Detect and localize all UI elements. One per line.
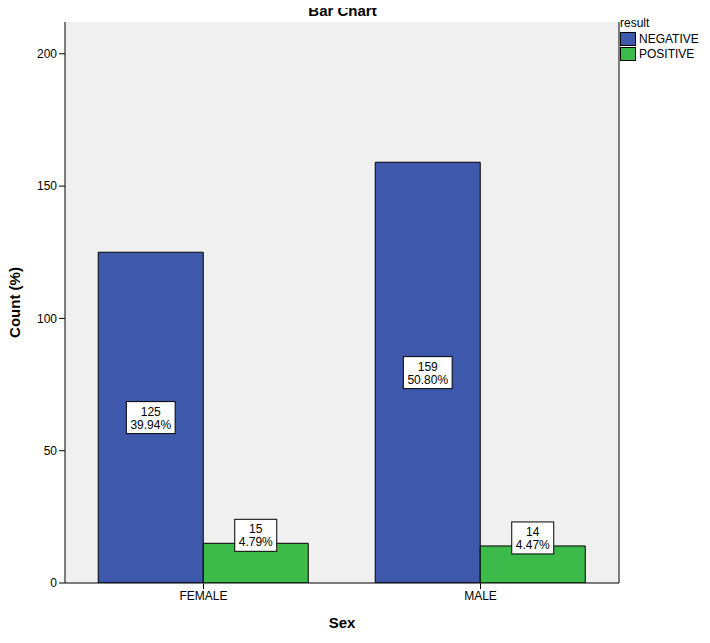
html-text:POSITIVE: POSITIVE [639,47,695,61]
svg-text:Sex: Sex [329,614,356,631]
svg-text:15: 15 [249,522,263,536]
svg-text:150: 150 [37,179,57,193]
html-text:result: result [620,16,650,30]
svg-text:200: 200 [37,47,57,61]
svg-text:4.47%: 4.47% [516,538,550,552]
html-text:Bar Chart: Bar Chart [308,2,377,19]
svg-text:0: 0 [50,576,57,590]
svg-text:4.79%: 4.79% [239,535,273,549]
svg-text:50.80%: 50.80% [407,373,448,387]
svg-text:100: 100 [37,312,57,326]
svg-text:FEMALE: FEMALE [179,589,227,603]
html-text:NEGATIVE: NEGATIVE [639,32,699,46]
svg-text:14: 14 [526,525,540,539]
svg-text:Count (%): Count (%) [8,267,23,338]
svg-text:50: 50 [44,444,58,458]
svg-text:159: 159 [418,360,438,374]
svg-text:39.94%: 39.94% [130,418,171,432]
svg-text:125: 125 [141,405,161,419]
svg-text:MALE: MALE [464,589,497,603]
